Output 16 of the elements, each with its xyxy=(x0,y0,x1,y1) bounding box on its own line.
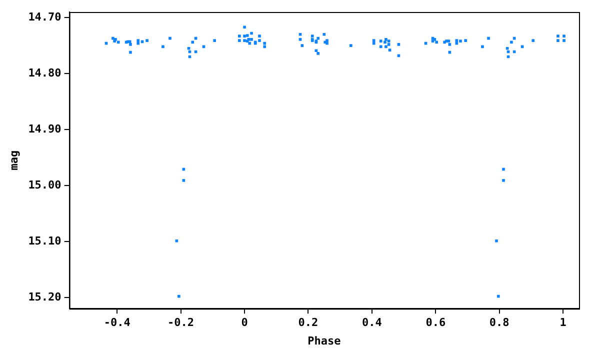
x-axis-title: Phase xyxy=(308,334,342,348)
x-tick-label: 0.2 xyxy=(298,316,318,330)
x-tick-label: 0.4 xyxy=(362,316,382,330)
y-axis-title: mag xyxy=(7,150,20,170)
x-tick-label: 1 xyxy=(560,316,567,330)
y-tick-label: 15.00 xyxy=(28,178,62,192)
x-tick-label: 0 xyxy=(241,316,248,330)
y-tick-label: 15.20 xyxy=(28,290,62,304)
x-tick-label: -0.4 xyxy=(104,316,131,330)
y-tick-label: 14.90 xyxy=(28,122,62,136)
x-tick-label: -0.2 xyxy=(168,316,194,330)
y-tick-label: 14.80 xyxy=(28,66,62,80)
y-tick-label: 14.70 xyxy=(28,10,62,24)
x-tick-label: 0.6 xyxy=(426,316,446,330)
y-tick-label: 15.10 xyxy=(28,234,62,248)
x-tick-label: 0.8 xyxy=(489,316,510,330)
